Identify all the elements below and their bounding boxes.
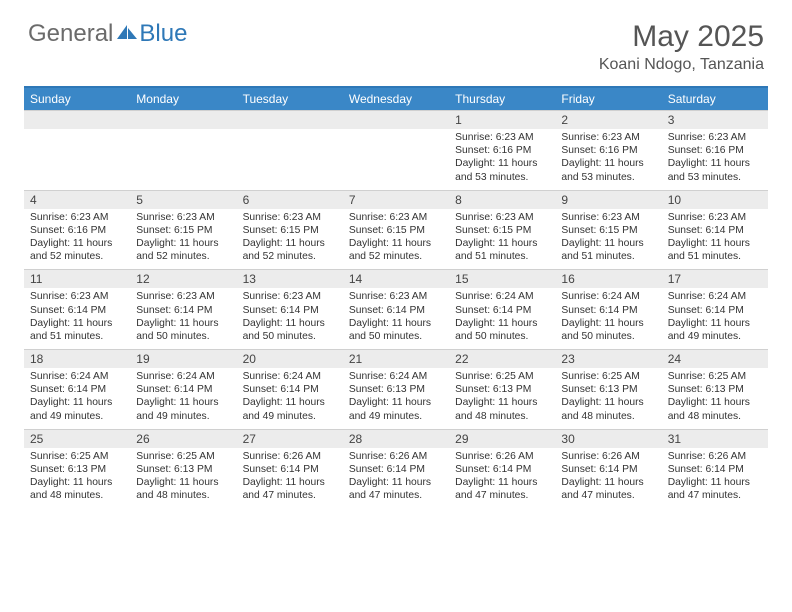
day-number: 11 — [24, 269, 130, 288]
day-number: 6 — [237, 190, 343, 209]
day-content: Sunrise: 6:23 AMSunset: 6:16 PMDaylight:… — [24, 209, 130, 270]
day-number: 27 — [237, 429, 343, 448]
day-content: Sunrise: 6:24 AMSunset: 6:14 PMDaylight:… — [130, 368, 236, 429]
daynum-row: 11121314151617 — [24, 269, 768, 288]
day-header-row: SundayMondayTuesdayWednesdayThursdayFrid… — [24, 88, 768, 110]
daycontent-row: Sunrise: 6:25 AMSunset: 6:13 PMDaylight:… — [24, 448, 768, 509]
day-number — [343, 110, 449, 129]
day-number: 31 — [662, 429, 768, 448]
day-header: Thursday — [449, 88, 555, 110]
day-number: 8 — [449, 190, 555, 209]
day-content — [24, 129, 130, 190]
day-number: 14 — [343, 269, 449, 288]
day-content: Sunrise: 6:25 AMSunset: 6:13 PMDaylight:… — [449, 368, 555, 429]
daycontent-row: Sunrise: 6:23 AMSunset: 6:14 PMDaylight:… — [24, 288, 768, 349]
day-number: 2 — [555, 110, 661, 129]
logo: General Blue — [28, 20, 187, 48]
day-number: 16 — [555, 269, 661, 288]
day-number: 10 — [662, 190, 768, 209]
day-content: Sunrise: 6:23 AMSunset: 6:15 PMDaylight:… — [130, 209, 236, 270]
day-content: Sunrise: 6:26 AMSunset: 6:14 PMDaylight:… — [662, 448, 768, 509]
day-header: Friday — [555, 88, 661, 110]
day-number: 17 — [662, 269, 768, 288]
day-content: Sunrise: 6:26 AMSunset: 6:14 PMDaylight:… — [343, 448, 449, 509]
day-content: Sunrise: 6:23 AMSunset: 6:14 PMDaylight:… — [24, 288, 130, 349]
day-number: 28 — [343, 429, 449, 448]
day-content: Sunrise: 6:26 AMSunset: 6:14 PMDaylight:… — [449, 448, 555, 509]
day-content: Sunrise: 6:23 AMSunset: 6:14 PMDaylight:… — [237, 288, 343, 349]
logo-text-blue: Blue — [139, 20, 187, 48]
day-content: Sunrise: 6:23 AMSunset: 6:15 PMDaylight:… — [237, 209, 343, 270]
day-number: 1 — [449, 110, 555, 129]
day-content: Sunrise: 6:24 AMSunset: 6:14 PMDaylight:… — [449, 288, 555, 349]
day-number: 30 — [555, 429, 661, 448]
day-content — [237, 129, 343, 190]
day-content: Sunrise: 6:23 AMSunset: 6:14 PMDaylight:… — [343, 288, 449, 349]
day-header: Saturday — [662, 88, 768, 110]
day-number: 3 — [662, 110, 768, 129]
daynum-row: 25262728293031 — [24, 429, 768, 448]
day-number: 5 — [130, 190, 236, 209]
title-block: May 2025 Koani Ndogo, Tanzania — [599, 20, 764, 74]
location-label: Koani Ndogo, Tanzania — [599, 56, 764, 74]
day-content: Sunrise: 6:25 AMSunset: 6:13 PMDaylight:… — [662, 368, 768, 429]
day-content: Sunrise: 6:24 AMSunset: 6:14 PMDaylight:… — [24, 368, 130, 429]
day-content: Sunrise: 6:24 AMSunset: 6:14 PMDaylight:… — [662, 288, 768, 349]
daynum-row: 18192021222324 — [24, 349, 768, 368]
daycontent-row: Sunrise: 6:23 AMSunset: 6:16 PMDaylight:… — [24, 209, 768, 270]
day-number: 18 — [24, 349, 130, 368]
day-header: Monday — [130, 88, 236, 110]
day-content: Sunrise: 6:26 AMSunset: 6:14 PMDaylight:… — [555, 448, 661, 509]
page-title: May 2025 — [599, 20, 764, 54]
day-number: 4 — [24, 190, 130, 209]
day-number: 7 — [343, 190, 449, 209]
day-content: Sunrise: 6:23 AMSunset: 6:16 PMDaylight:… — [449, 129, 555, 190]
day-number: 9 — [555, 190, 661, 209]
day-content: Sunrise: 6:23 AMSunset: 6:14 PMDaylight:… — [130, 288, 236, 349]
day-content: Sunrise: 6:25 AMSunset: 6:13 PMDaylight:… — [24, 448, 130, 509]
day-content: Sunrise: 6:23 AMSunset: 6:15 PMDaylight:… — [449, 209, 555, 270]
day-header: Sunday — [24, 88, 130, 110]
day-number: 12 — [130, 269, 236, 288]
calendar: SundayMondayTuesdayWednesdayThursdayFrid… — [24, 86, 768, 508]
day-number: 29 — [449, 429, 555, 448]
weeks-container: 123Sunrise: 6:23 AMSunset: 6:16 PMDaylig… — [24, 110, 768, 508]
day-number: 19 — [130, 349, 236, 368]
day-content: Sunrise: 6:25 AMSunset: 6:13 PMDaylight:… — [555, 368, 661, 429]
day-content: Sunrise: 6:25 AMSunset: 6:13 PMDaylight:… — [130, 448, 236, 509]
day-header: Wednesday — [343, 88, 449, 110]
day-number — [24, 110, 130, 129]
day-content: Sunrise: 6:24 AMSunset: 6:14 PMDaylight:… — [237, 368, 343, 429]
daynum-row: 123 — [24, 110, 768, 129]
day-number: 22 — [449, 349, 555, 368]
day-number: 24 — [662, 349, 768, 368]
day-number: 15 — [449, 269, 555, 288]
day-number — [130, 110, 236, 129]
day-number: 21 — [343, 349, 449, 368]
day-number — [237, 110, 343, 129]
day-content: Sunrise: 6:26 AMSunset: 6:14 PMDaylight:… — [237, 448, 343, 509]
day-content — [130, 129, 236, 190]
day-header: Tuesday — [237, 88, 343, 110]
day-content: Sunrise: 6:24 AMSunset: 6:14 PMDaylight:… — [555, 288, 661, 349]
day-content: Sunrise: 6:24 AMSunset: 6:13 PMDaylight:… — [343, 368, 449, 429]
day-number: 13 — [237, 269, 343, 288]
day-number: 23 — [555, 349, 661, 368]
day-number: 26 — [130, 429, 236, 448]
day-content: Sunrise: 6:23 AMSunset: 6:14 PMDaylight:… — [662, 209, 768, 270]
day-number: 20 — [237, 349, 343, 368]
daynum-row: 45678910 — [24, 190, 768, 209]
day-number: 25 — [24, 429, 130, 448]
daycontent-row: Sunrise: 6:24 AMSunset: 6:14 PMDaylight:… — [24, 368, 768, 429]
day-content: Sunrise: 6:23 AMSunset: 6:15 PMDaylight:… — [343, 209, 449, 270]
logo-sail-icon — [115, 20, 139, 48]
day-content: Sunrise: 6:23 AMSunset: 6:15 PMDaylight:… — [555, 209, 661, 270]
day-content: Sunrise: 6:23 AMSunset: 6:16 PMDaylight:… — [555, 129, 661, 190]
daycontent-row: Sunrise: 6:23 AMSunset: 6:16 PMDaylight:… — [24, 129, 768, 190]
day-content: Sunrise: 6:23 AMSunset: 6:16 PMDaylight:… — [662, 129, 768, 190]
day-content — [343, 129, 449, 190]
logo-text-gray: General — [28, 20, 113, 48]
page-header: General Blue May 2025 Koani Ndogo, Tanza… — [0, 0, 792, 82]
